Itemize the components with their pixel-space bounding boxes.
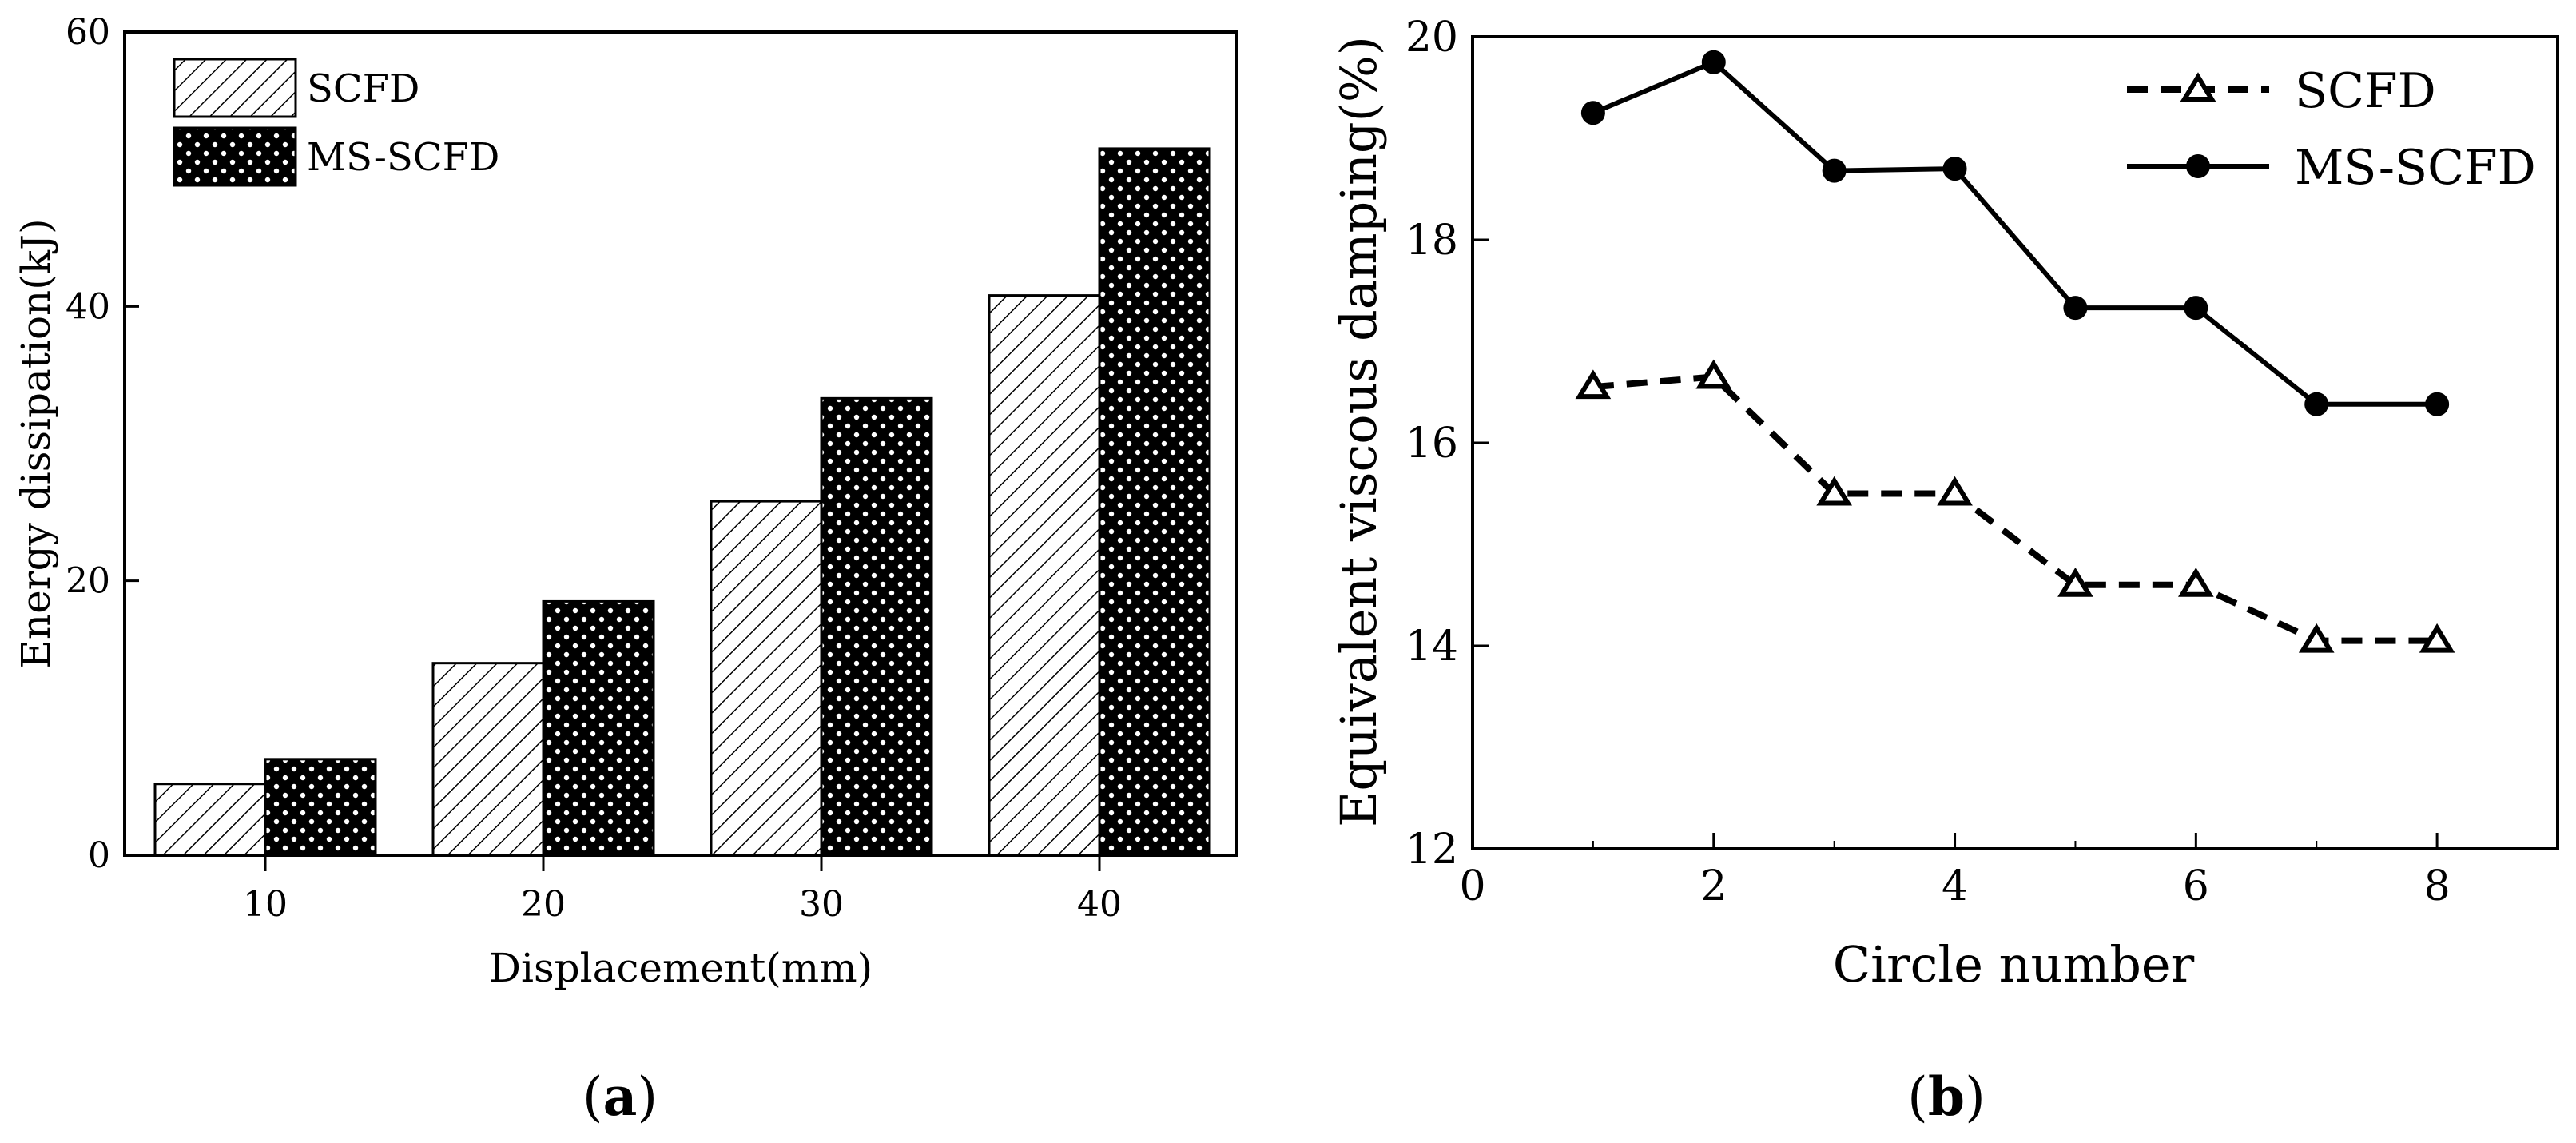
y-tick-label-b: 14 [1405,623,1458,671]
bar-scfd-30 [710,500,823,857]
x-tick-label-b: 4 [1942,862,1968,910]
point-ms-scfd-4 [1942,157,1967,181]
series-line-ms-scfd [1592,59,2438,407]
y-axis-ticks-a: 0 20 40 60 [66,12,139,876]
x-axis-label-b: Circle number [1833,935,2195,994]
point-scfd-7 [2298,623,2335,653]
y-tick-label-a: 60 [66,12,110,53]
bar-ms-scfd-30 [820,396,933,857]
point-ms-scfd-3 [1822,158,1847,183]
legend-a: SCFD MS-SCFD [173,58,499,187]
legend-label-scfd-a: SCFD [307,66,419,111]
x-axis-ticks-b: 0 2 4 6 8 [1459,833,2451,910]
x-tick-label-a: 40 [1077,884,1122,925]
x-axis-label-a: Displacement(mm) [489,945,873,991]
y-axis-label-b: Equivalent viscous damping(%) [1330,36,1388,827]
y-tick-label-b: 12 [1405,826,1458,874]
point-scfd-6 [2178,568,2214,597]
y-tick-label-b: 18 [1405,217,1458,265]
x-tick-label-a: 20 [521,884,566,925]
y-tick-label-a: 20 [66,561,110,602]
bar-ms-scfd-40 [1098,147,1211,857]
bar-chart-panel-a: 0 20 40 60 10 20 30 40 Displacement(mm) Energy… [13,12,1238,1128]
bar-scfd-20 [431,662,545,857]
panel-caption-a-letter: a [603,1065,638,1128]
x-tick-label-b: 0 [1459,862,1485,910]
legend-swatch-scfd [173,58,297,118]
x-axis-ticks-a: 10 20 30 40 [243,855,1122,925]
bar-series-group [153,147,1211,857]
bar-scfd-40 [988,294,1101,857]
x-tick-label-b: 2 [1700,862,1727,910]
point-ms-scfd-6 [2184,296,2208,321]
panel-caption-b-letter: b [1928,1065,1965,1128]
point-scfd-2 [1695,359,1732,389]
y-tick-label-a: 40 [66,286,110,327]
legend-b: SCFD MS-SCFD [2127,63,2536,196]
line-chart-panel-b: 12 14 16 18 20 0 2 4 6 8 Circle number Equivalen… [1330,14,2559,1128]
point-ms-scfd-5 [2063,296,2088,321]
point-ms-scfd-1 [1580,101,1605,125]
x-tick-label-b: 8 [2424,862,2451,910]
x-tick-label-a: 10 [243,884,288,925]
panel-caption-a: (a) [582,1065,658,1128]
point-ms-scfd-7 [2304,392,2329,416]
legend-marker-ms-scfd-b [2186,154,2210,178]
bar-ms-scfd-10 [264,758,377,857]
legend-marker-scfd-b [2180,72,2216,102]
point-scfd-3 [1816,476,1852,506]
y-tick-label-a: 0 [88,835,110,876]
point-ms-scfd-8 [2425,392,2450,416]
line-series-group [1575,50,2455,653]
y-axis-label-a: Energy dissipation(kJ) [13,218,59,668]
x-tick-label-a: 30 [799,884,844,925]
series-line-scfd [1592,373,2438,644]
bar-scfd-10 [153,783,267,857]
y-tick-label-b: 20 [1405,14,1458,62]
legend-swatch-ms-scfd [173,126,297,187]
point-scfd-5 [2057,568,2093,597]
y-axis-ticks-b: 12 14 16 18 20 [1405,14,1489,874]
legend-label-ms-scfd-b: MS-SCFD [2295,140,2536,196]
bar-ms-scfd-20 [542,599,655,857]
panel-caption-b: (b) [1907,1065,1986,1128]
legend-label-ms-scfd-a: MS-SCFD [307,135,499,180]
point-scfd-4 [1937,476,1973,506]
x-tick-label-b: 6 [2183,862,2209,910]
point-ms-scfd-2 [1701,50,1726,74]
point-scfd-1 [1575,369,1612,400]
plot-frame-a [123,30,1238,857]
point-scfd-8 [2419,623,2455,653]
legend-label-scfd-b: SCFD [2295,63,2436,119]
y-tick-label-b: 16 [1405,420,1458,468]
